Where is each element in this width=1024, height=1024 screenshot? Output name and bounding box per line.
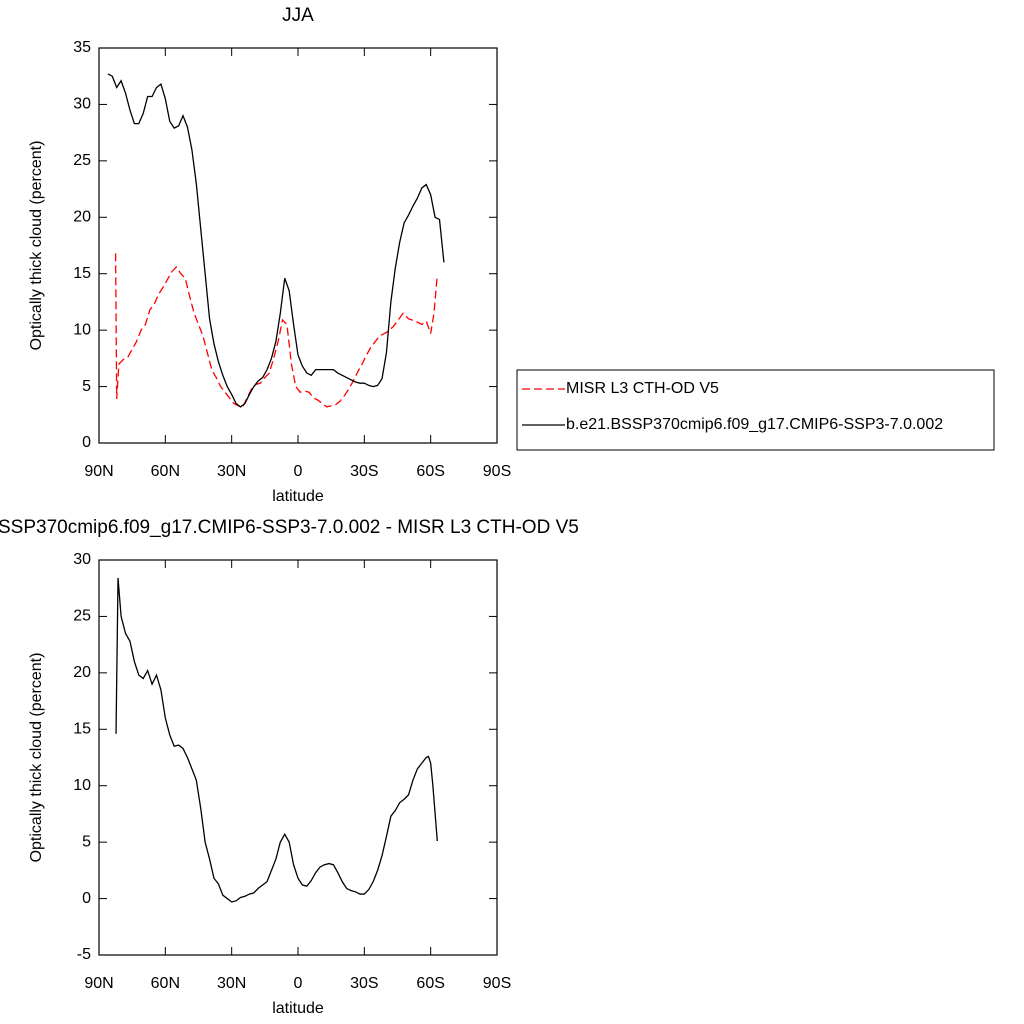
plot-frame [98, 47, 498, 444]
x-tick-label: 90S [483, 975, 511, 992]
x-axis-label: latitude [272, 1000, 324, 1017]
y-tick-label: -5 [77, 946, 91, 963]
legend-box [516, 369, 995, 451]
x-tick-label: 30N [217, 463, 246, 480]
y-tick-label: 30 [73, 551, 91, 568]
y-tick-label: 15 [73, 721, 91, 738]
data-line [115, 578, 438, 903]
legend-label: b.e21.BSSP370cmip6.f09_g17.CMIP6-SSP3-7.… [566, 416, 943, 433]
y-tick-label: 5 [82, 833, 91, 850]
x-tick-label: 30S [350, 975, 378, 992]
plot-frame [98, 559, 498, 956]
y-axis-label: Optically thick cloud (percent) [28, 141, 45, 351]
y-tick-label: 15 [73, 265, 91, 282]
chart-title: SSP370cmip6.f09_g17.CMIP6-SSP3-7.0.002 -… [0, 517, 579, 538]
y-tick-label: 25 [73, 608, 91, 625]
x-tick-label: 60S [416, 975, 444, 992]
x-tick-label: 30N [217, 975, 246, 992]
data-line [114, 253, 438, 408]
x-tick-label: 60S [416, 463, 444, 480]
x-tick-label: 90N [84, 975, 113, 992]
x-tick-label: 0 [294, 463, 303, 480]
y-tick-label: 30 [73, 96, 91, 113]
x-tick-label: 60N [151, 463, 180, 480]
y-tick-label: 5 [82, 378, 91, 395]
chart-title: JJA [282, 5, 314, 26]
x-tick-label: 90S [483, 463, 511, 480]
x-tick-label: 0 [294, 975, 303, 992]
y-tick-label: 35 [73, 39, 91, 56]
y-tick-label: 0 [82, 434, 91, 451]
legend-label: MISR L3 CTH-OD V5 [566, 380, 719, 397]
x-tick-label: 30S [350, 463, 378, 480]
x-axis-label: latitude [272, 488, 324, 505]
y-tick-label: 10 [73, 777, 91, 794]
x-tick-label: 90N [84, 463, 113, 480]
y-tick-label: 25 [73, 152, 91, 169]
y-tick-label: 20 [73, 664, 91, 681]
x-tick-label: 60N [151, 975, 180, 992]
y-axis-label: Optically thick cloud (percent) [28, 653, 45, 863]
y-tick-label: 0 [82, 890, 91, 907]
y-tick-label: 20 [73, 209, 91, 226]
data-line [107, 73, 445, 408]
y-tick-label: 10 [73, 321, 91, 338]
